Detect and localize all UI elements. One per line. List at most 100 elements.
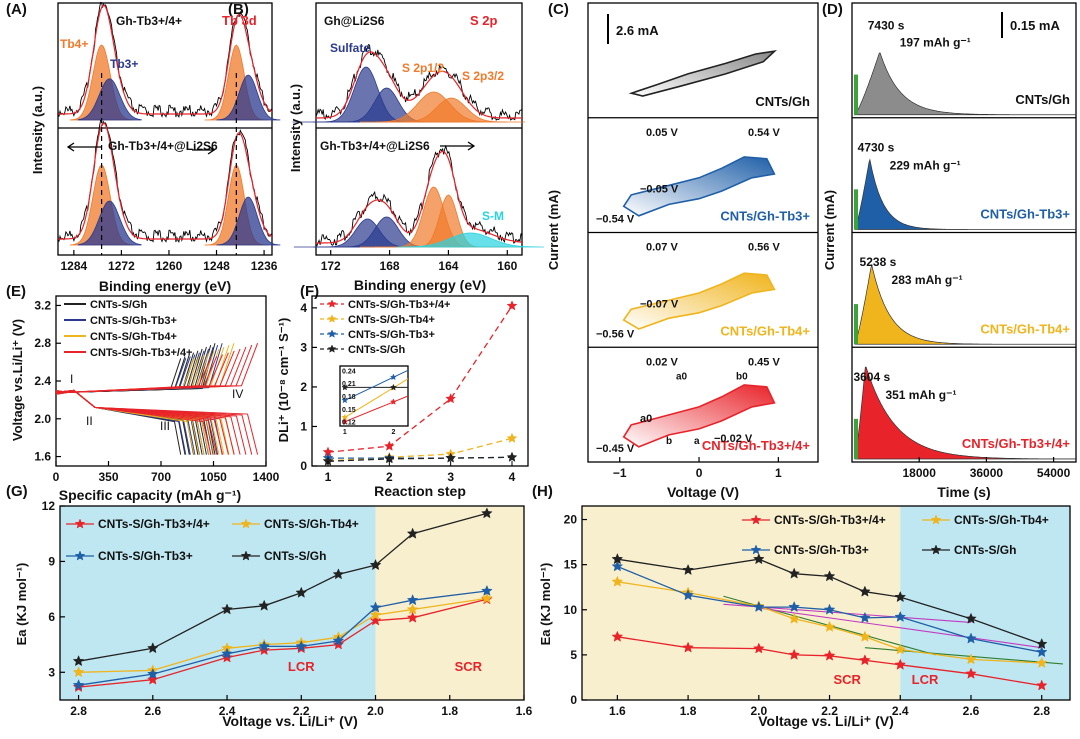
panel-f-ytick-label: 1 xyxy=(300,419,307,433)
panel-c-anno: −0.45 V xyxy=(596,443,635,455)
panel-a-title: Tb 3d xyxy=(222,13,257,28)
panel-c-cv-loop xyxy=(628,50,778,97)
panel-g-xtick-label: 2.6 xyxy=(144,704,161,718)
panel-h-legend-label: CNTs-S/Gh xyxy=(954,543,1016,557)
panel-b-ylabel: Intensity (a.u.) xyxy=(288,84,303,172)
panel-f-inset-point xyxy=(341,396,349,404)
panel-c-anno: a0 xyxy=(640,413,652,425)
panel-h-legend-star xyxy=(750,514,762,525)
panel-g-xlabel: Voltage vs. Li/Li⁺ (V) xyxy=(222,713,357,729)
panel-letter: (B) xyxy=(228,1,249,18)
panel-g-frame xyxy=(59,505,525,701)
panel-g-region-label: LCR xyxy=(288,659,315,674)
panel-g-point xyxy=(295,640,308,652)
panel-g-point xyxy=(369,601,382,613)
panel-a-xtick-label: 1236 xyxy=(251,259,278,273)
panel-h-point xyxy=(894,643,907,655)
panel-g-point xyxy=(480,507,493,519)
panel-h-point xyxy=(1035,679,1048,691)
panel-d-green-spike xyxy=(854,74,858,115)
panel-h-point xyxy=(788,612,801,624)
panel-h-xtick-label: 1.6 xyxy=(609,704,626,718)
panel-c-xlabel: Voltage (V) xyxy=(667,484,739,500)
panel-letter: (F) xyxy=(300,283,319,300)
panel-b-sm: S-M xyxy=(482,209,504,223)
panel-h-legend-label: CNTs-S/Gh-Tb4+ xyxy=(954,513,1049,527)
panel-e-xlabel: Specific capacity (mAh g⁻¹) xyxy=(59,487,241,503)
panel-d-peak-time: 3604 s xyxy=(853,370,890,384)
panel-h-legend-star xyxy=(930,544,942,555)
panel-f-inset-line xyxy=(344,378,409,418)
panel-f-point xyxy=(506,451,518,462)
panel-a-arrow-right xyxy=(192,145,216,155)
panel-d-green-spike xyxy=(854,418,858,459)
panel-f-legend-star xyxy=(327,299,337,308)
panel-h-ytick-label: 20 xyxy=(564,513,578,527)
panel-a-bottom-peak-fill xyxy=(216,196,281,246)
panel-f-legend-label: CNTs-S/Gh-Tb3+/4+ xyxy=(348,299,450,311)
panel-e-legend-label: CNTs-S/Gh xyxy=(90,299,148,311)
panel-d-ylabel: Current (mA) xyxy=(822,190,837,270)
panel-f-xtick-label: 2 xyxy=(386,470,393,484)
panel-f-ytick-label: 4 xyxy=(300,301,307,315)
panel-a-tb3: Tb3+ xyxy=(110,57,138,71)
panel-g-legend-star xyxy=(240,550,252,561)
panel-f-point xyxy=(445,393,457,404)
panel-b-xtick-label: 160 xyxy=(497,259,517,273)
panel-c-sample-name: CNTs/Gh-Tb3+/4+ xyxy=(702,438,811,453)
panel-h-point xyxy=(752,553,765,565)
panel-h-ytick-label: 15 xyxy=(564,558,578,572)
panel-g-region-label: SCR xyxy=(455,659,483,674)
panel-e-xtick-label: 1050 xyxy=(200,470,227,484)
panel-a-xtick-label: 1248 xyxy=(203,259,230,273)
panel-e-xtick-label: 1400 xyxy=(253,470,280,484)
panel-c-anno: a xyxy=(694,436,700,447)
panel-c-anno: −0.56 V xyxy=(596,328,635,340)
panel-a-top-peak-fill xyxy=(77,78,142,121)
panel-h-point xyxy=(611,560,624,572)
panel-a-top-peak-fill xyxy=(216,74,281,121)
panel-e-discharge-curve xyxy=(55,389,214,455)
panel-e-legend-label: CNTs-S/Gh-Tb3+/4+ xyxy=(90,347,192,359)
panel-h-point xyxy=(611,553,624,565)
panel-b-title: S 2p xyxy=(470,13,498,28)
panel-h-point xyxy=(823,570,836,582)
panel-e-ytick-label: 2.0 xyxy=(34,412,51,426)
panel-e-discharge-curve xyxy=(55,389,199,455)
panel-h-legend-star xyxy=(930,514,942,525)
panel-c-xtick-label: 1 xyxy=(775,466,782,480)
panel-c-anno: b xyxy=(666,436,672,447)
panel-d-area xyxy=(854,366,1077,460)
panel-h-point xyxy=(859,611,871,623)
panel-h-point xyxy=(823,603,836,615)
panel-b-sulfate: Sulfate xyxy=(330,41,370,55)
panel-b-xtick-label: 168 xyxy=(380,259,400,273)
panel-e-region: I xyxy=(70,372,73,386)
panel-f-inset-point xyxy=(389,383,397,391)
panel-h-xlabel: Voltage vs. Li/Li⁺ (V) xyxy=(758,713,893,729)
panel-e-discharge-curve xyxy=(55,389,225,455)
panel-h-xtick-label: 2.8 xyxy=(1033,704,1050,718)
panel-f-xtick-label: 1 xyxy=(325,470,332,484)
panel-f-inset-xtick: 2 xyxy=(391,429,395,436)
panel-g-point xyxy=(221,647,233,659)
panel-h-point xyxy=(682,563,694,576)
panel-e-xtick-label: 0 xyxy=(53,470,60,484)
panel-g-point xyxy=(406,611,419,623)
panel-f-legend-label: CNTs-S/Gh-Tb4+ xyxy=(348,314,435,326)
panel-f-xtick-label: 4 xyxy=(509,470,516,484)
panel-d-area xyxy=(854,158,1076,230)
panel-g-lcr-band xyxy=(60,506,376,700)
panel-f-legend-label: CNTs-S/Gh-Tb3+ xyxy=(348,329,435,341)
panel-f-inset-point xyxy=(341,383,349,391)
panel-f-inset-point xyxy=(389,398,397,405)
panel-b-xtick-label: 172 xyxy=(321,259,341,273)
panel-d-peak-time: 4730 s xyxy=(858,140,895,154)
panel-h-xtick-label: 2.4 xyxy=(892,704,909,718)
panel-g-point xyxy=(146,667,159,680)
panel-h-ytick-label: 10 xyxy=(564,603,578,617)
panel-letter: (E) xyxy=(6,283,26,300)
panel-d-xtick-label: 18000 xyxy=(903,466,937,480)
panel-f-inset-point xyxy=(341,418,349,425)
panel-d-peak-time: 7430 s xyxy=(868,19,905,33)
